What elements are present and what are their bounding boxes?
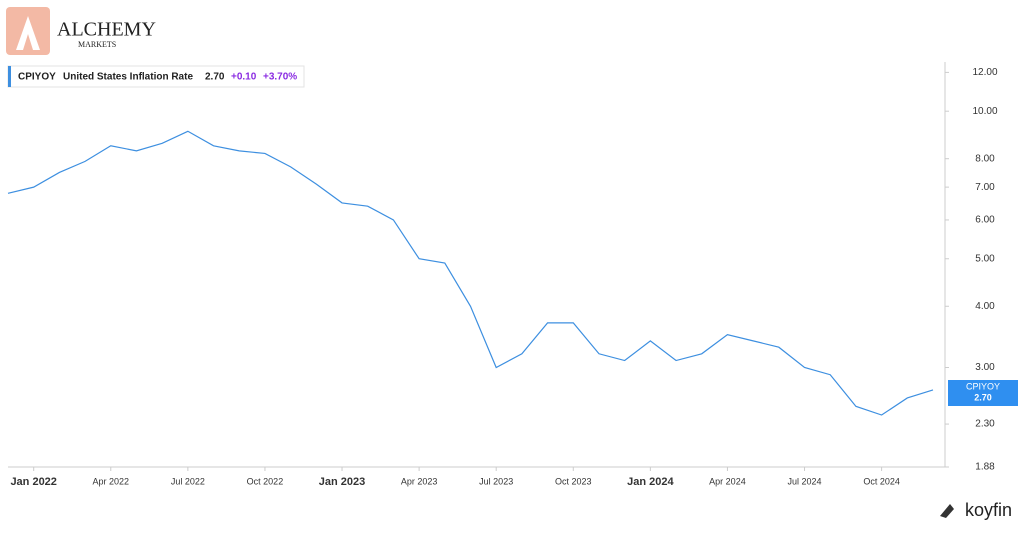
y-tick-label: 1.88 xyxy=(975,462,995,473)
x-tick-label: Oct 2024 xyxy=(863,476,900,486)
legend-name: United States Inflation Rate xyxy=(63,72,193,83)
x-tick-label: Oct 2022 xyxy=(247,476,284,486)
logo-sub: MARKETS xyxy=(78,40,116,49)
y-tick-label: 12.00 xyxy=(972,67,997,78)
x-tick-label: Jan 2024 xyxy=(627,476,674,488)
x-tick-label: Jul 2024 xyxy=(788,476,822,486)
y-tick-label: 4.00 xyxy=(975,301,995,312)
y-tick-label: 6.00 xyxy=(975,215,995,226)
x-tick-label: Apr 2024 xyxy=(709,476,746,486)
footer-brand: koyfin xyxy=(965,500,1012,520)
logo: ALCHEMY MARKETS xyxy=(6,7,156,55)
legend-change: +0.10 xyxy=(231,72,257,83)
last-value-box xyxy=(948,380,1018,406)
legend-change-pct: +3.70% xyxy=(263,72,297,83)
x-tick-label: Jan 2022 xyxy=(10,476,56,488)
x-tick-label: Oct 2023 xyxy=(555,476,592,486)
x-tick-label: Jul 2022 xyxy=(171,476,205,486)
legend-ticker: CPIYOY xyxy=(18,72,56,83)
y-tick-label: 3.00 xyxy=(975,362,995,373)
line-series xyxy=(7,130,934,416)
logo-mark xyxy=(16,16,40,50)
x-tick-label: Jan 2023 xyxy=(319,476,365,488)
y-tick-label: 10.00 xyxy=(972,106,997,117)
x-tick-label: Apr 2022 xyxy=(93,476,130,486)
plot: 1.88 2.30 3.00 4.00 5.00 6.00 7.00 8.00 10.00 12.… xyxy=(7,67,998,488)
y-tick-label: 8.00 xyxy=(975,153,995,164)
x-tick-label: Apr 2023 xyxy=(401,476,438,486)
last-value: 2.70 xyxy=(974,392,992,402)
legend-last: 2.70 xyxy=(205,72,225,83)
logo-text: ALCHEMY xyxy=(57,19,156,41)
y-tick-label: 2.30 xyxy=(975,419,995,430)
footer-icon xyxy=(940,504,954,518)
legend-swatch xyxy=(8,66,11,87)
last-ticker: CPIYOY xyxy=(966,381,1000,391)
x-tick-label: Jul 2023 xyxy=(479,476,513,486)
y-tick-label: 7.00 xyxy=(975,182,995,193)
y-tick-label: 5.00 xyxy=(975,253,995,264)
